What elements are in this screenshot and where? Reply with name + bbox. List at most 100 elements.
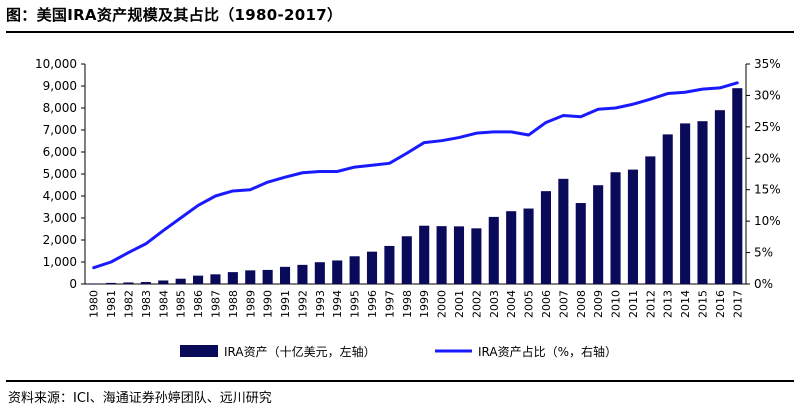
bar <box>140 282 151 284</box>
bar <box>471 228 482 284</box>
x-tick-label: 2007 <box>557 290 570 318</box>
left-tick-label: 5,000 <box>43 167 77 181</box>
bar <box>106 282 117 284</box>
left-tick-label: 4,000 <box>43 189 77 203</box>
x-tick-label: 2015 <box>697 290 710 318</box>
bar <box>419 225 430 284</box>
x-tick-label: 1990 <box>262 290 275 318</box>
bar <box>401 236 412 284</box>
bar <box>123 282 134 284</box>
bar <box>506 211 517 284</box>
source-note: 资料来源：ICI、海通证券孙婷团队、远川研究 <box>8 391 272 406</box>
left-tick-label: 3,000 <box>43 211 77 225</box>
x-tick-label: 1980 <box>88 290 101 318</box>
share-line <box>92 81 739 270</box>
bar <box>88 283 99 284</box>
bar <box>436 226 447 284</box>
x-tick-label: 1983 <box>140 290 153 318</box>
bar <box>384 245 395 284</box>
x-tick-label: 1985 <box>175 290 188 318</box>
bar <box>366 251 378 284</box>
bar <box>227 272 238 284</box>
left-tick-label: 7,000 <box>43 123 77 137</box>
x-tick-label: 1981 <box>105 290 118 318</box>
legend-line-label: IRA资产占比（%，右轴） <box>478 344 617 359</box>
x-tick-label: 1997 <box>383 290 396 318</box>
x-tick-label: 2011 <box>627 290 640 318</box>
right-tick-label: 0% <box>754 277 773 291</box>
x-tick-label: 2000 <box>436 290 449 318</box>
bar <box>593 185 604 284</box>
bar <box>645 156 656 284</box>
x-tick-label: 1998 <box>401 290 414 318</box>
bar <box>662 134 673 284</box>
x-tick-label: 2004 <box>505 290 518 318</box>
right-tick-label: 25% <box>754 120 781 134</box>
bar <box>349 256 360 284</box>
right-tick-label: 20% <box>754 151 781 165</box>
bar <box>714 110 725 284</box>
x-tick-label: 1999 <box>418 290 431 318</box>
bar <box>262 269 273 284</box>
x-tick-label: 1989 <box>244 290 257 318</box>
x-tick-label: 2001 <box>453 290 466 318</box>
x-tick-label: 2005 <box>523 290 536 318</box>
left-tick-label: 0 <box>69 277 77 291</box>
legend-bar-swatch <box>180 345 218 357</box>
right-tick-label: 10% <box>754 214 781 228</box>
source-divider <box>6 380 794 382</box>
bar <box>575 203 586 284</box>
bar <box>210 274 221 284</box>
right-tick-label: 15% <box>754 183 781 197</box>
bar <box>332 260 343 284</box>
x-tick-label: 1993 <box>314 290 327 318</box>
x-tick-label: 2010 <box>610 290 623 318</box>
left-tick-label: 9,000 <box>43 79 77 93</box>
bar <box>610 172 621 284</box>
bar <box>697 121 708 284</box>
x-tick-label: 2016 <box>714 290 727 318</box>
bar <box>175 278 186 284</box>
x-tick-label: 2003 <box>488 290 501 318</box>
x-tick-label: 2002 <box>470 290 483 318</box>
x-tick-label: 2012 <box>644 290 657 318</box>
left-tick-label: 10,000 <box>35 57 77 71</box>
x-tick-label: 2009 <box>592 290 605 318</box>
bar <box>245 270 256 284</box>
x-tick-label: 1988 <box>227 290 240 318</box>
bar <box>158 280 169 284</box>
left-tick-label: 8,000 <box>43 101 77 115</box>
x-tick-label: 2006 <box>540 290 553 318</box>
right-tick-label: 35% <box>754 57 781 71</box>
x-tick-label: 2013 <box>662 290 675 318</box>
chart-title: 图：美国IRA资产规模及其占比（1980-2017） <box>6 6 343 24</box>
x-tick-label: 2017 <box>731 290 744 318</box>
bar <box>732 88 743 284</box>
x-tick-label: 1996 <box>366 290 379 318</box>
bar <box>453 226 465 284</box>
x-tick-label: 1987 <box>209 290 222 318</box>
x-tick-label: 2008 <box>575 290 588 318</box>
bar <box>279 266 291 284</box>
bar <box>558 178 569 284</box>
x-tick-label: 1991 <box>279 290 292 318</box>
left-tick-label: 1,000 <box>43 255 77 269</box>
x-tick-label: 1992 <box>296 290 309 318</box>
bar <box>523 208 534 284</box>
bar <box>627 169 638 284</box>
x-tick-label: 1984 <box>157 290 170 318</box>
x-tick-label: 1982 <box>122 290 135 318</box>
bar <box>488 216 499 284</box>
bar <box>314 262 325 284</box>
left-tick-label: 2,000 <box>43 233 77 247</box>
x-tick-label: 1986 <box>192 290 205 318</box>
right-tick-label: 30% <box>754 88 781 102</box>
right-tick-label: 5% <box>754 246 773 260</box>
bar <box>193 275 204 284</box>
left-tick-label: 6,000 <box>43 145 77 159</box>
x-tick-label: 1995 <box>349 290 362 318</box>
bar <box>297 264 308 284</box>
bar <box>680 123 691 285</box>
x-tick-label: 1994 <box>331 290 344 318</box>
